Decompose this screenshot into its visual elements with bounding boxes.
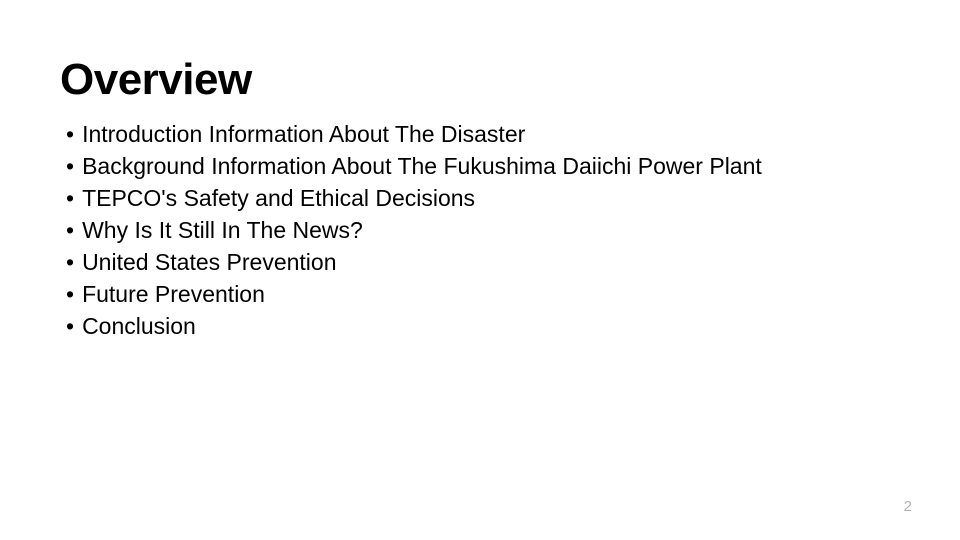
bullet-list: • Introduction Information About The Dis… [60, 119, 900, 342]
bullet-icon: • [66, 311, 74, 342]
bullet-icon: • [66, 279, 74, 310]
bullet-text: United States Prevention [82, 247, 900, 278]
bullet-text: TEPCO's Safety and Ethical Decisions [82, 183, 900, 214]
bullet-icon: • [66, 119, 74, 150]
list-item: • Background Information About The Fukus… [66, 151, 900, 182]
list-item: • TEPCO's Safety and Ethical Decisions [66, 183, 900, 214]
list-item: • Why Is It Still In The News? [66, 215, 900, 246]
list-item: • United States Prevention [66, 247, 900, 278]
bullet-icon: • [66, 151, 74, 182]
list-item: • Introduction Information About The Dis… [66, 119, 900, 150]
bullet-text: Why Is It Still In The News? [82, 215, 900, 246]
bullet-text: Future Prevention [82, 279, 900, 310]
bullet-text: Introduction Information About The Disas… [82, 119, 900, 150]
slide-container: Overview • Introduction Information Abou… [0, 0, 960, 540]
bullet-icon: • [66, 215, 74, 246]
bullet-icon: • [66, 183, 74, 214]
bullet-text: Background Information About The Fukushi… [82, 151, 900, 182]
bullet-text: Conclusion [82, 311, 900, 342]
bullet-icon: • [66, 247, 74, 278]
list-item: • Conclusion [66, 311, 900, 342]
slide-title: Overview [60, 55, 900, 105]
page-number: 2 [904, 498, 912, 515]
list-item: • Future Prevention [66, 279, 900, 310]
